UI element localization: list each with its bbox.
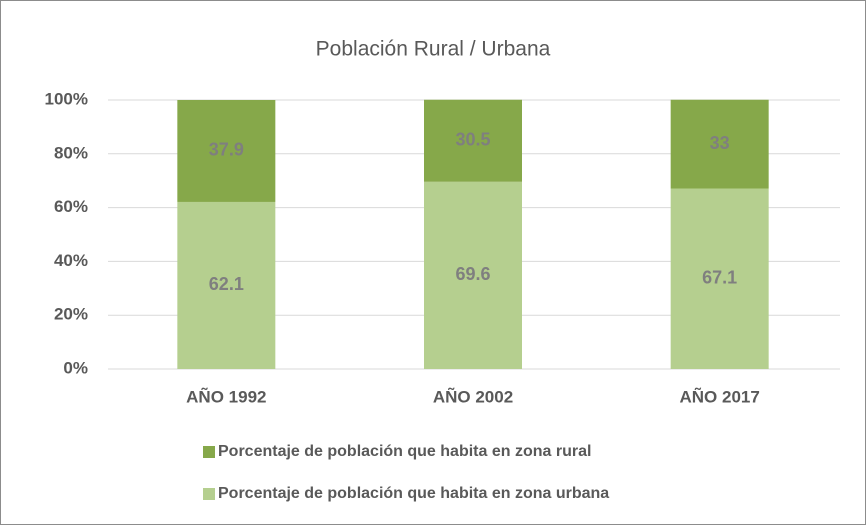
value-label: 69.6 bbox=[455, 264, 490, 284]
bar-segment bbox=[177, 100, 276, 202]
value-label: 30.5 bbox=[455, 130, 490, 150]
chart-title: Población Rural / Urbana bbox=[316, 38, 551, 61]
y-tick-label: 100% bbox=[45, 89, 88, 108]
legend-label: Porcentaje de población que habita en zo… bbox=[218, 443, 591, 460]
y-tick-label: 20% bbox=[54, 305, 88, 324]
value-label: 67.1 bbox=[702, 268, 737, 288]
y-tick-label: 60% bbox=[54, 197, 88, 216]
x-tick-label: AÑO 2002 bbox=[433, 386, 513, 406]
x-tick-label: AÑO 2017 bbox=[680, 386, 760, 406]
bar-segment bbox=[424, 99, 522, 182]
value-label: 33 bbox=[710, 133, 730, 153]
legend-swatch bbox=[203, 488, 215, 500]
value-label: 62.1 bbox=[209, 274, 244, 294]
legend-swatch bbox=[203, 446, 215, 458]
value-label: 37.9 bbox=[209, 140, 244, 160]
y-tick-label: 0% bbox=[63, 358, 88, 377]
bar-segment bbox=[670, 188, 769, 369]
y-tick-label: 80% bbox=[54, 143, 88, 162]
bar-segment bbox=[424, 181, 522, 369]
x-tick-label: AÑO 1992 bbox=[186, 386, 266, 406]
bar-segment bbox=[177, 201, 276, 369]
bar-segment bbox=[670, 99, 769, 189]
legend-label: Porcentaje de población que habita en zo… bbox=[218, 485, 609, 502]
y-tick-label: 40% bbox=[54, 251, 88, 270]
